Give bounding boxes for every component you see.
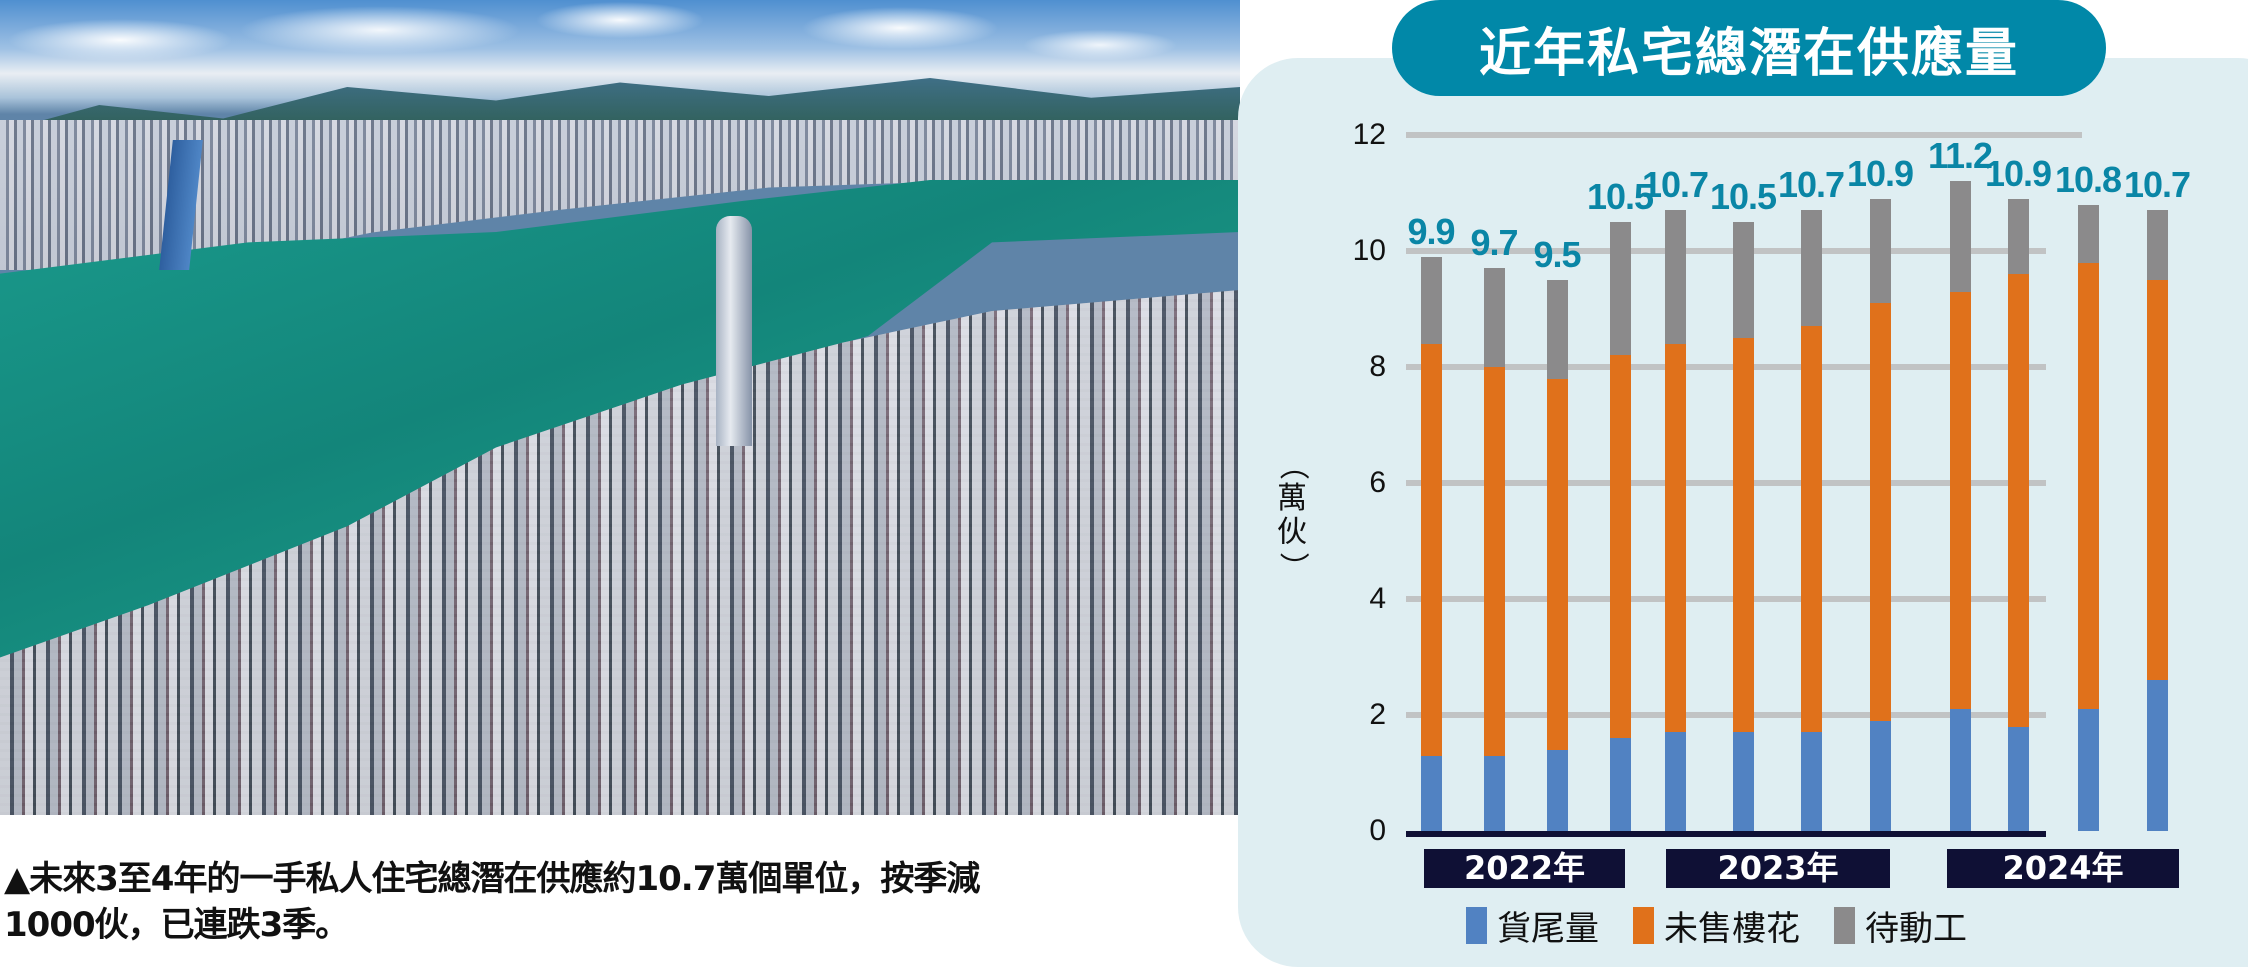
gridline [1406, 596, 2046, 602]
y-unit-char-2: 伙 [1277, 515, 1307, 550]
gridline [1406, 364, 2046, 370]
bar-2022-q1 [1421, 256, 1442, 831]
segment-awaiting-construction [1870, 198, 1891, 304]
chart-legend: 貨尾量 未售樓花 待動工 [1466, 905, 1981, 949]
y-tick-label: 4 [1369, 582, 1386, 615]
legend-swatch-orange-icon [1633, 906, 1654, 944]
legend-item-awaiting-construction: 待動工 [1834, 901, 1967, 950]
y-tick-label: 10 [1352, 234, 1386, 267]
y-tick-label: 8 [1369, 350, 1386, 383]
year-label-2023: 2023年 [1666, 849, 1890, 888]
bar-2023-q1 [1665, 210, 1686, 831]
segment-unsold-completed [1665, 732, 1686, 831]
bar-total-label: 10.5 [1709, 176, 1777, 217]
segment-unsold-under-construction [1610, 355, 1631, 739]
x-axis-line [1406, 831, 2046, 837]
bar-2023-q4 [1870, 198, 1891, 831]
segment-unsold-under-construction [1421, 343, 1442, 756]
bar-2024-q3 [2078, 204, 2099, 831]
year-label-2022: 2022年 [1424, 849, 1625, 888]
segment-awaiting-construction [2078, 204, 2099, 263]
caption-line-2: 1000伙，已連跌3季。 [4, 905, 349, 945]
segment-awaiting-construction [2147, 210, 2168, 280]
y-tick-label: 6 [1369, 466, 1386, 499]
segment-unsold-under-construction [1801, 326, 1822, 733]
segment-awaiting-construction [1610, 222, 1631, 356]
gridline [1406, 480, 2046, 486]
segment-unsold-completed [1733, 732, 1754, 831]
segment-awaiting-construction [1665, 210, 1686, 344]
bar-total-label: 9.7 [1470, 222, 1518, 264]
segment-unsold-under-construction [1484, 367, 1505, 756]
bar-total-label: 10.5 [1586, 176, 1654, 217]
segment-unsold-under-construction [1733, 338, 1754, 733]
bar-total-label: 10.7 [1777, 164, 1845, 206]
gridline [1406, 712, 2046, 718]
harbour-photo [0, 0, 1240, 815]
segment-awaiting-construction [1950, 181, 1971, 292]
segment-unsold-under-construction [2078, 262, 2099, 710]
segment-unsold-completed [1547, 749, 1568, 831]
bar-2024-q2 [2008, 198, 2029, 831]
segment-unsold-completed [2008, 726, 2029, 831]
chart-title-pill: 近年私宅總潛在供應量 [1392, 0, 2106, 96]
y-unit-open-paren: （ [1275, 450, 1310, 480]
bar-total-label: 10.8 [2054, 158, 2122, 200]
segment-unsold-under-construction [1665, 343, 1686, 733]
segment-unsold-completed [2078, 709, 2099, 831]
gridline [1406, 248, 2046, 254]
photo-caption: ▲未來3至4年的一手私人住宅總潛在供應約10.7萬個單位，按季減 1000伙，已… [4, 856, 1234, 948]
bar-2024-q4 [2147, 210, 2168, 831]
bar-total-label: 9.5 [1533, 234, 1581, 275]
segment-unsold-completed [1950, 709, 1971, 831]
segment-unsold-completed [2147, 680, 2168, 831]
segment-awaiting-construction [1547, 280, 1568, 379]
bar-2022-q2 [1484, 268, 1505, 831]
bar-total-label: 9.9 [1407, 210, 1455, 252]
segment-unsold-completed [1610, 738, 1631, 831]
segment-awaiting-construction [1421, 256, 1442, 344]
y-unit-close-paren: ） [1275, 552, 1310, 582]
legend-item-unsold-under-construction: 未售樓花 [1633, 901, 1800, 950]
bar-2023-q3 [1801, 210, 1822, 831]
legend-swatch-gray-icon [1834, 906, 1855, 944]
legend-label: 待動工 [1865, 908, 1967, 949]
y-unit-char-1: 萬 [1277, 481, 1307, 516]
segment-awaiting-construction [2008, 198, 2029, 275]
bar-2022-q4 [1610, 222, 1631, 831]
bar-total-label: 10.9 [1846, 152, 1914, 194]
bar-2022-q3 [1547, 280, 1568, 831]
bar-total-label: 10.7 [1641, 164, 1709, 206]
segment-unsold-under-construction [1870, 303, 1891, 721]
caption-line-1: ▲未來3至4年的一手私人住宅總潛在供應約10.7萬個單位，按季減 [4, 859, 980, 899]
segment-awaiting-construction [1801, 210, 1822, 327]
ifc-tower [716, 216, 752, 446]
bar-2023-q2 [1733, 222, 1754, 831]
segment-unsold-under-construction [2008, 274, 2029, 727]
y-tick-label: 2 [1369, 698, 1386, 731]
legend-label: 未售樓花 [1664, 908, 1800, 949]
segment-unsold-completed [1801, 732, 1822, 831]
bar-total-label: 10.7 [2123, 164, 2191, 206]
y-tick-label: 0 [1369, 814, 1386, 847]
segment-unsold-completed [1484, 755, 1505, 831]
year-label-2024: 2024年 [1947, 849, 2179, 888]
segment-unsold-completed [1421, 755, 1442, 831]
segment-awaiting-construction [1484, 268, 1505, 367]
legend-label: 貨尾量 [1497, 908, 1599, 949]
bar-total-label: 11.2 [1927, 135, 1993, 177]
segment-unsold-under-construction [1950, 291, 1971, 710]
segment-unsold-under-construction [2147, 280, 2168, 681]
chart-title: 近年私宅總潛在供應量 [1478, 23, 2019, 84]
segment-unsold-under-construction [1547, 378, 1568, 750]
segment-unsold-completed [1870, 720, 1891, 831]
legend-item-unsold-completed: 貨尾量 [1466, 901, 1599, 950]
gridline [1406, 132, 2082, 138]
bar-2024-q1 [1950, 181, 1971, 831]
segment-awaiting-construction [1733, 222, 1754, 338]
y-axis-unit-label: （ 萬 伙 ） [1272, 448, 1312, 584]
bar-total-label: 10.9 [1984, 152, 2052, 194]
y-tick-label: 12 [1352, 118, 1386, 151]
legend-swatch-blue-icon [1466, 906, 1487, 944]
